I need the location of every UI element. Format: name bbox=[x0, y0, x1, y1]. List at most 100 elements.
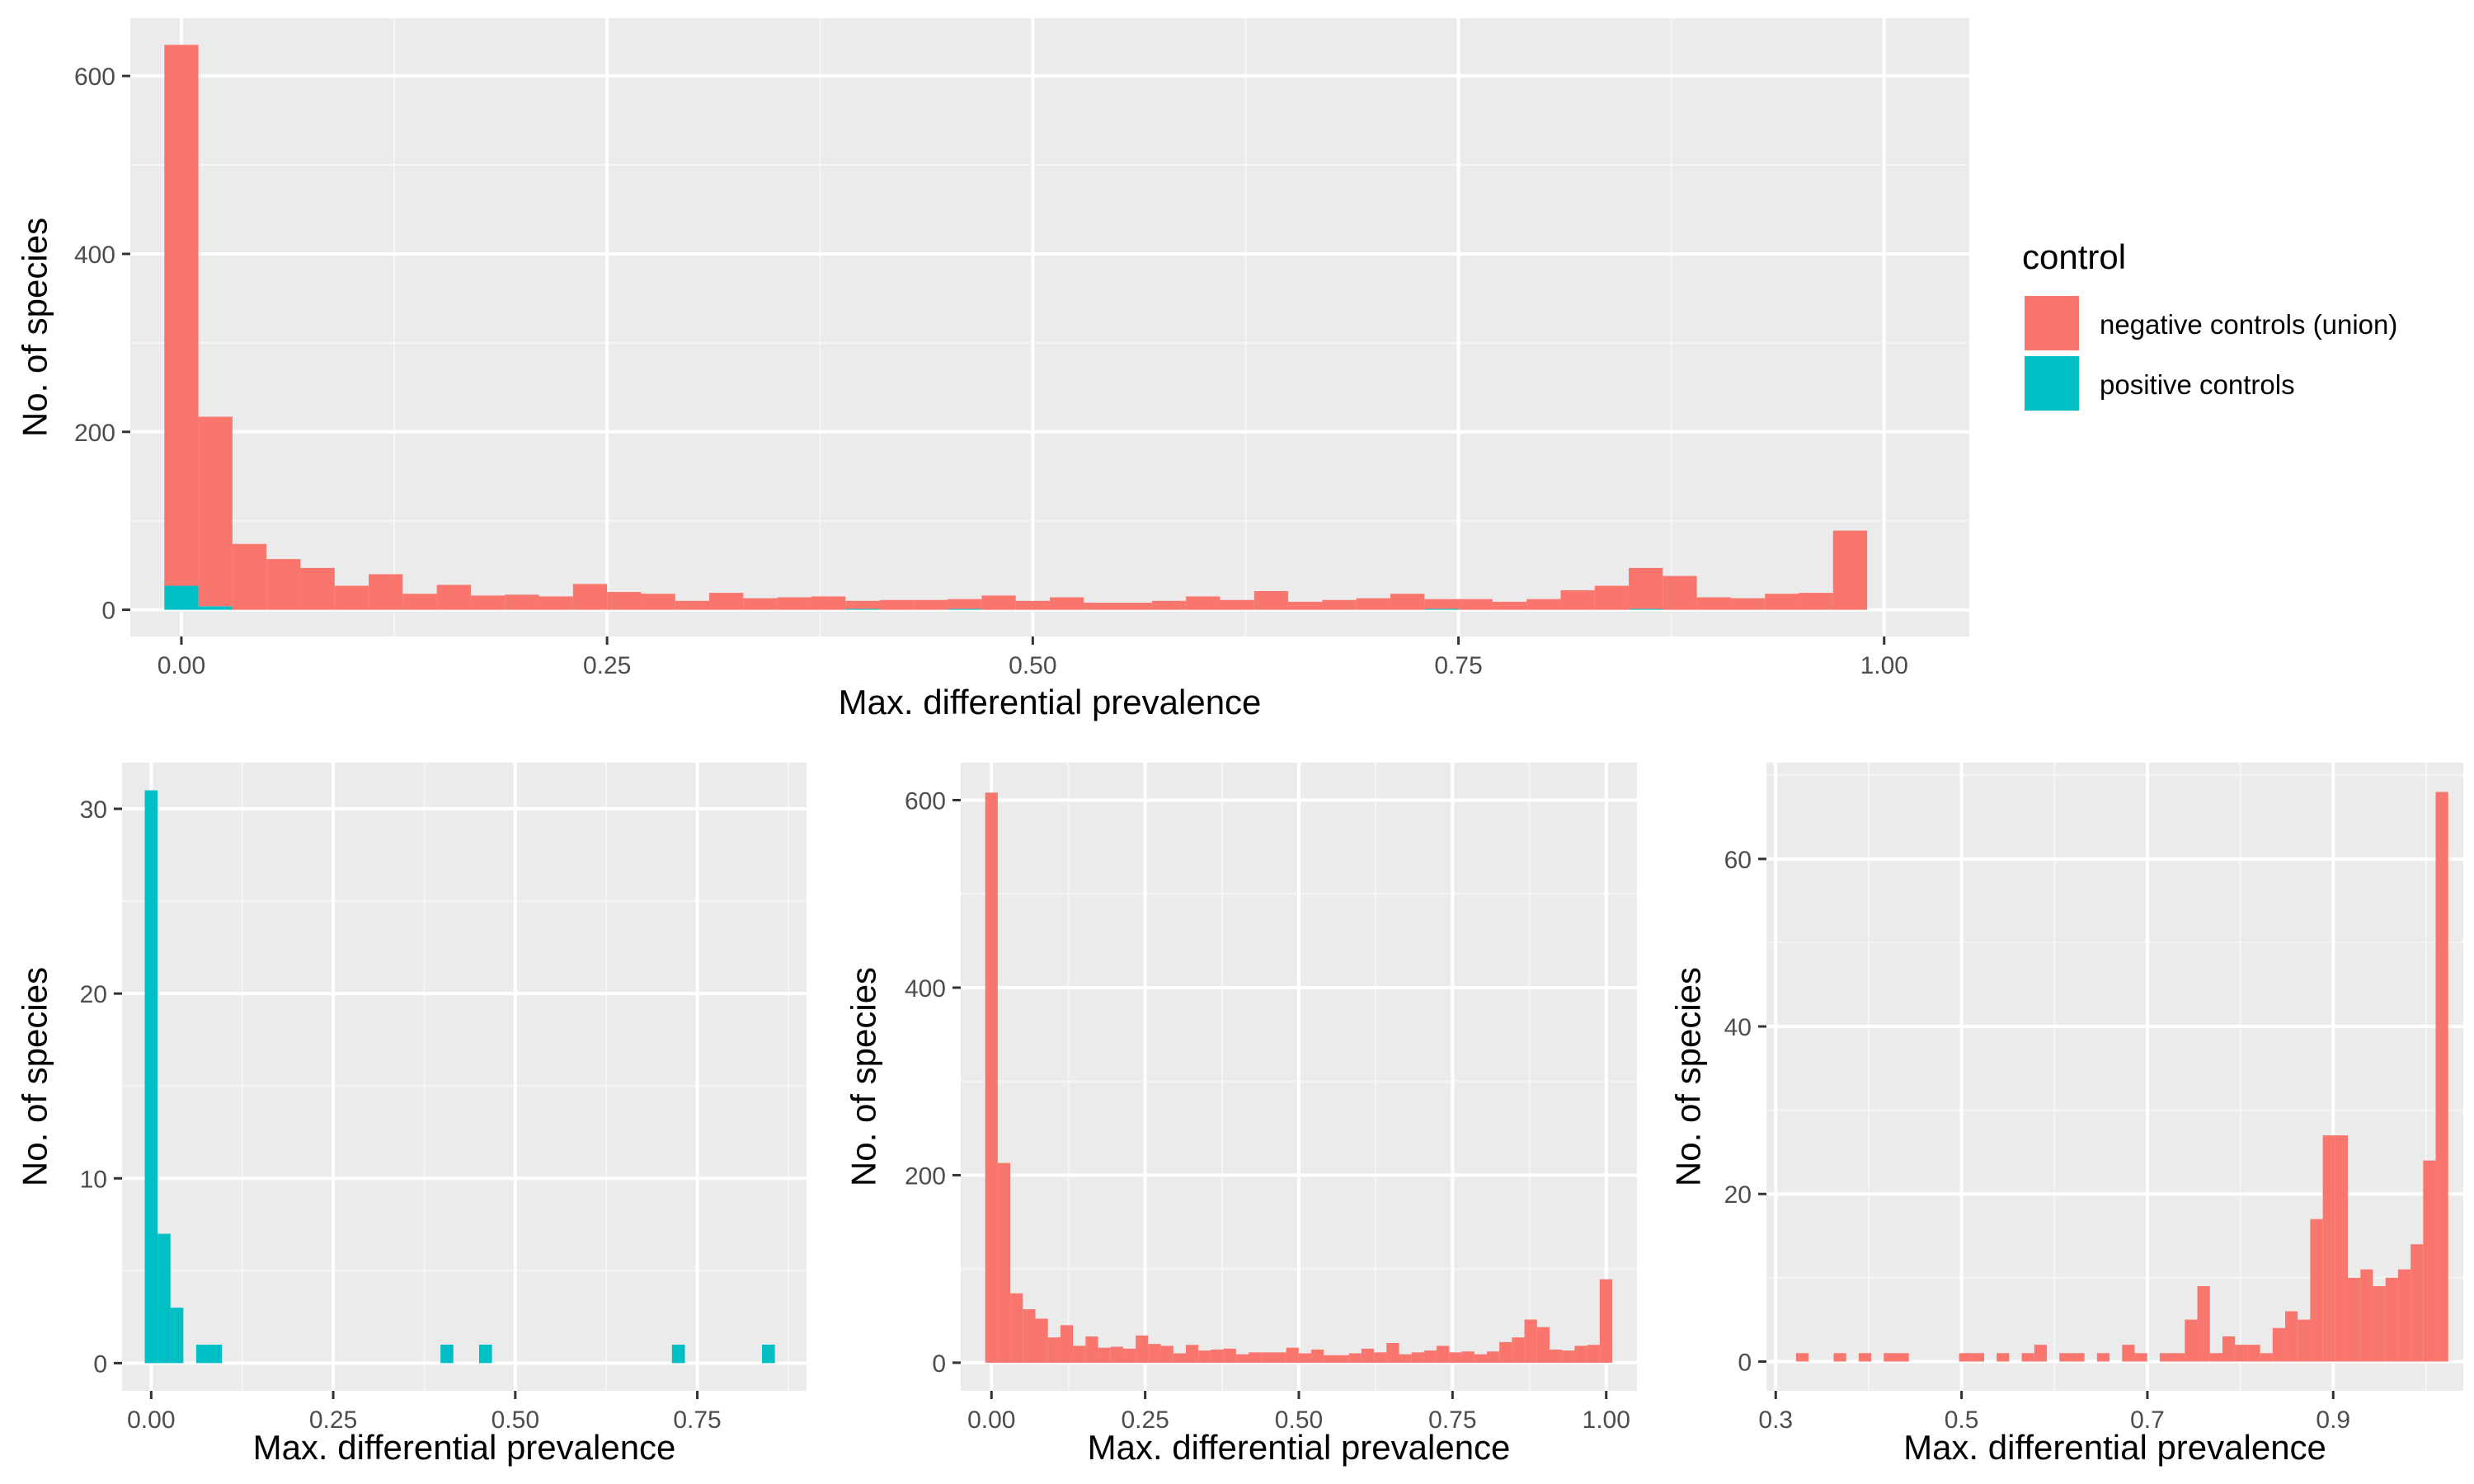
histogram-bar bbox=[2197, 1286, 2210, 1362]
plot-background bbox=[130, 18, 1969, 636]
histogram-bar bbox=[1492, 601, 1527, 610]
histogram-bar bbox=[1010, 1293, 1023, 1363]
histogram-bar bbox=[2172, 1353, 2185, 1362]
chart-panel-negative-controls-zoom: 0.3 0.5 0.7 0.9 0 20 40 60 Max. differential pre… bbox=[1669, 763, 2463, 1467]
histogram-bar bbox=[913, 599, 948, 610]
histogram-bar bbox=[879, 599, 914, 610]
histogram-bar bbox=[1211, 1349, 1224, 1363]
histogram-bar bbox=[1549, 1349, 1563, 1363]
histogram-bar bbox=[709, 593, 744, 610]
histogram-bar bbox=[1562, 1350, 1575, 1363]
x-axis-title: Max. differential prevalence bbox=[839, 683, 1262, 721]
histogram-bar bbox=[845, 608, 880, 610]
histogram-bar bbox=[1832, 530, 1868, 610]
x-tick-label: 0.3 bbox=[1758, 1407, 1793, 1434]
histogram-bar bbox=[1971, 1353, 1984, 1362]
histogram-bar bbox=[1273, 1352, 1286, 1363]
histogram-bar bbox=[1629, 567, 1663, 609]
histogram-bar bbox=[1536, 1327, 1550, 1363]
y-tick-label: 60 bbox=[1724, 847, 1752, 874]
histogram-bar bbox=[1185, 1345, 1199, 1363]
legend-label-positive: positive controls bbox=[2100, 369, 2295, 400]
histogram-bar bbox=[1449, 1352, 1462, 1363]
histogram-bar bbox=[505, 594, 539, 610]
histogram-bar bbox=[1458, 599, 1493, 610]
y-tick-label: 400 bbox=[905, 975, 946, 1003]
histogram-bar bbox=[195, 1344, 209, 1364]
histogram-bar bbox=[1399, 1354, 1412, 1363]
histogram-bar bbox=[1035, 1318, 1048, 1363]
x-tick-label: 0.00 bbox=[967, 1407, 1015, 1434]
histogram-bar bbox=[2322, 1135, 2335, 1362]
histogram-bar bbox=[1730, 598, 1766, 610]
histogram-bar bbox=[1298, 1353, 1312, 1363]
histogram-bar bbox=[334, 585, 369, 610]
legend-label-negative: negative controls (union) bbox=[2100, 309, 2397, 340]
histogram-bar bbox=[1461, 1351, 1475, 1363]
histogram-bar bbox=[1253, 590, 1289, 610]
histogram-bar bbox=[164, 45, 199, 586]
y-tick-label: 0 bbox=[1738, 1349, 1752, 1376]
histogram-bar bbox=[1348, 1353, 1362, 1363]
histogram-bar bbox=[2260, 1353, 2273, 1362]
histogram-bar bbox=[164, 585, 199, 610]
chart-panel-combined: 0.00 0.25 0.50 0.75 1.00 0 200 400 600 Max. diffe… bbox=[16, 18, 1969, 721]
x-tick-label: 0.50 bbox=[1275, 1407, 1323, 1434]
histogram-bar bbox=[671, 1344, 685, 1364]
y-tick-label: 20 bbox=[80, 981, 107, 1008]
histogram-bar bbox=[948, 608, 982, 610]
histogram-bar bbox=[2096, 1353, 2110, 1362]
histogram-bar bbox=[1286, 1347, 1299, 1363]
histogram-bar bbox=[1151, 600, 1187, 610]
histogram-bar bbox=[1160, 1345, 1174, 1363]
y-tick-label: 200 bbox=[74, 420, 115, 447]
legend-swatch-negative bbox=[2025, 296, 2079, 350]
histogram-bar bbox=[1423, 1350, 1437, 1363]
histogram-bar bbox=[1015, 600, 1050, 610]
histogram-bar bbox=[2373, 1286, 2386, 1362]
histogram-bar bbox=[1512, 1337, 1525, 1363]
histogram-bar bbox=[1023, 1309, 1036, 1363]
histogram-bar bbox=[675, 600, 710, 610]
histogram-bar bbox=[1424, 608, 1459, 610]
histogram-bar bbox=[743, 598, 778, 610]
histogram-bar bbox=[402, 594, 437, 610]
histogram-bar bbox=[2134, 1353, 2147, 1362]
histogram-bar bbox=[1629, 608, 1663, 610]
y-tick-label: 0 bbox=[101, 598, 115, 625]
histogram-bar bbox=[2021, 1353, 2034, 1362]
histogram-bar bbox=[2034, 1345, 2048, 1362]
histogram-bar bbox=[478, 1344, 492, 1364]
histogram-bar bbox=[158, 1233, 171, 1364]
histogram-bar bbox=[1136, 1335, 1149, 1363]
histogram-bar bbox=[170, 1308, 184, 1364]
histogram-bar bbox=[762, 1344, 775, 1364]
histogram-bar bbox=[1110, 1346, 1123, 1363]
histogram-bar bbox=[1336, 1355, 1349, 1363]
histogram-bar bbox=[1599, 1279, 1613, 1363]
histogram-bar bbox=[777, 597, 811, 610]
y-axis-title: No. of species bbox=[1669, 967, 1708, 1186]
x-tick-label: 0.50 bbox=[492, 1407, 539, 1434]
histogram-bar bbox=[1587, 1345, 1600, 1363]
histogram-bar bbox=[2072, 1353, 2085, 1362]
histogram-bar bbox=[1959, 1353, 1972, 1362]
histogram-bar bbox=[1098, 1347, 1111, 1363]
y-tick-label: 30 bbox=[80, 796, 107, 824]
histogram-bar bbox=[2310, 1219, 2323, 1362]
x-tick-label: 0.25 bbox=[1121, 1407, 1169, 1434]
histogram-bar bbox=[2285, 1311, 2298, 1362]
histogram-bar bbox=[1311, 1349, 1324, 1363]
histogram-bar bbox=[1386, 1342, 1399, 1363]
x-tick-label: 0.00 bbox=[158, 652, 205, 679]
histogram-bar bbox=[1261, 1352, 1274, 1363]
y-axis-title: No. of species bbox=[16, 218, 54, 437]
histogram-bar bbox=[2411, 1244, 2424, 1362]
x-tick-label: 0.00 bbox=[127, 1407, 175, 1434]
y-tick-label: 400 bbox=[74, 242, 115, 269]
x-axis-title: Max. differential prevalence bbox=[1903, 1428, 2326, 1467]
histogram-bar bbox=[2122, 1345, 2135, 1362]
histogram-bar bbox=[1148, 1344, 1161, 1363]
x-tick-label: 0.75 bbox=[673, 1407, 721, 1434]
y-axis-title: No. of species bbox=[844, 967, 883, 1186]
